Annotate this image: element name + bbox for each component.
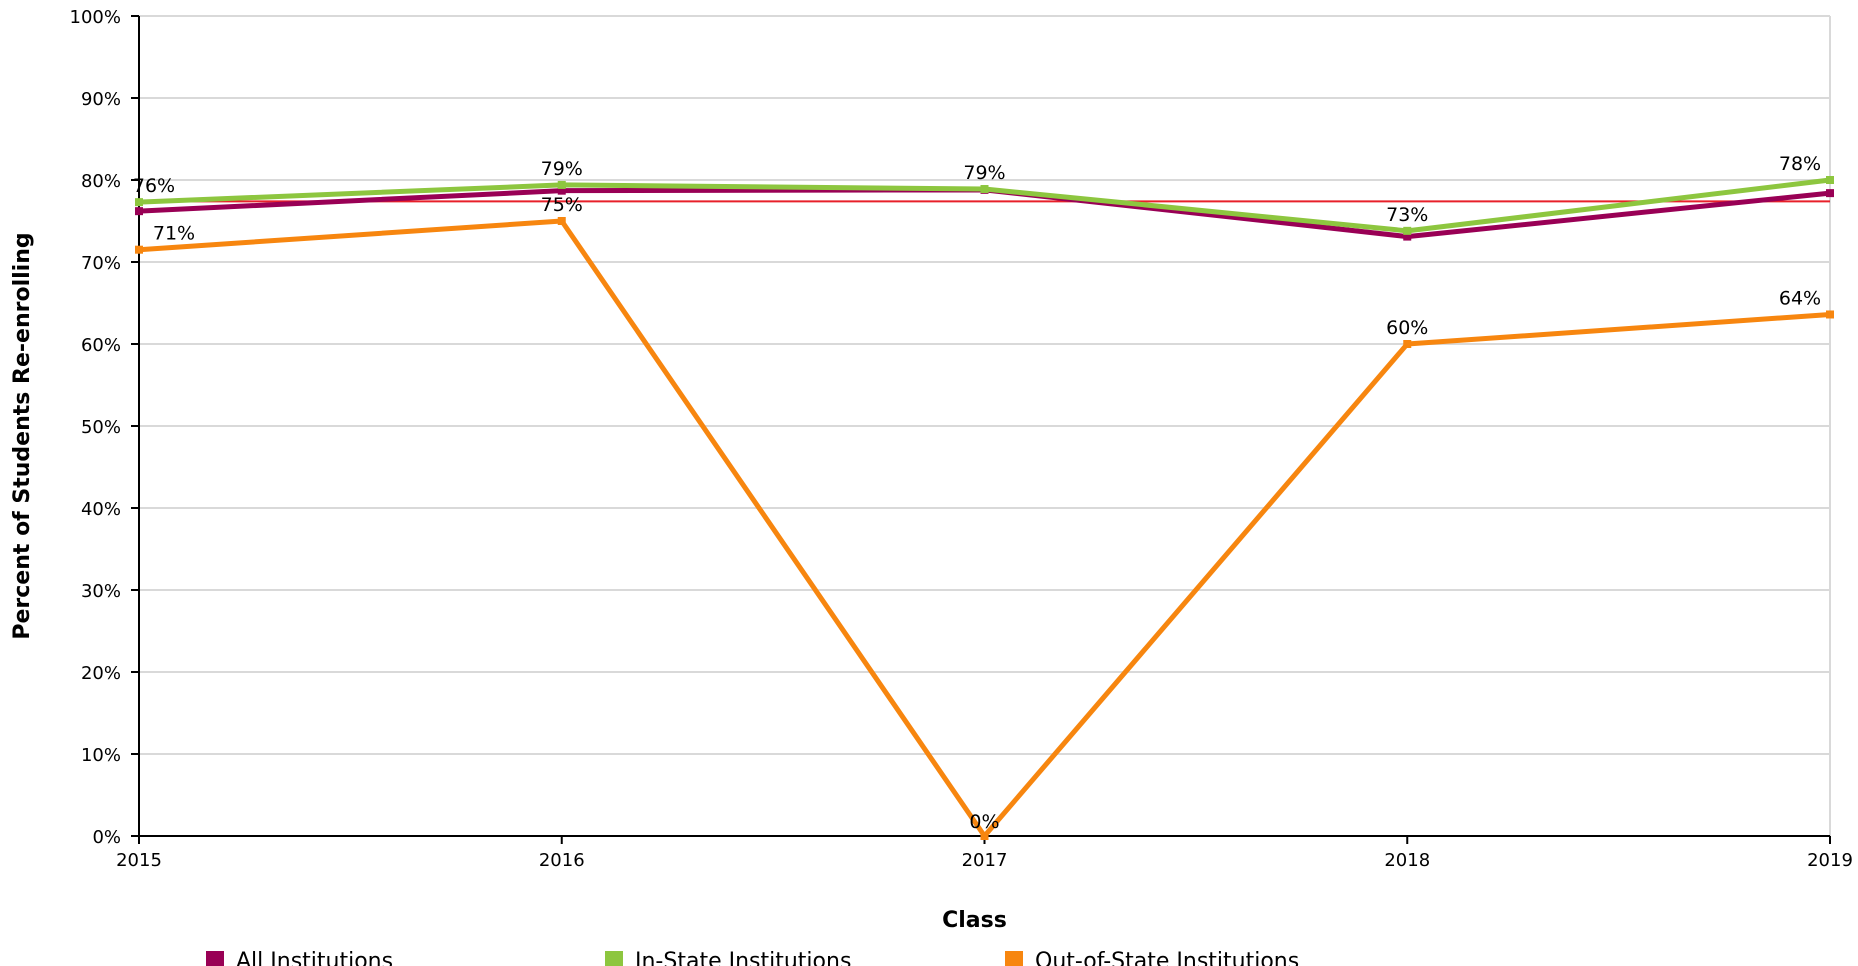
data-point-all-institutions — [1826, 189, 1834, 198]
legend-label-in-state-institutions: In-State Institutions — [635, 949, 851, 966]
data-labels: 76% 79% 79% 73% 78% 71% 75% 0% 60% 64% — [133, 153, 1821, 833]
data-label: 79% — [541, 158, 583, 180]
legend: All Institutions In-State Institutions Out… — [206, 949, 1299, 966]
data-point-in-state-institutions — [557, 180, 566, 189]
data-point-out-of-state-institutions — [1826, 310, 1834, 319]
data-label: 0% — [969, 811, 999, 833]
x-axis-ticks: 2015 2016 2017 2018 2019 — [116, 836, 1853, 871]
y-tick-label: 50% — [81, 417, 121, 438]
x-tick-label: 2017 — [962, 850, 1008, 871]
data-label: 64% — [1779, 287, 1821, 309]
x-tick-label: 2018 — [1384, 850, 1430, 871]
y-tick-label: 70% — [81, 253, 121, 274]
y-tick-label: 10% — [81, 745, 121, 766]
gridlines — [139, 15, 1831, 836]
x-tick-label: 2016 — [539, 850, 585, 871]
data-label: 79% — [963, 162, 1005, 184]
data-label: 78% — [1779, 153, 1821, 175]
data-point-in-state-institutions — [980, 185, 989, 194]
data-point-all-institutions — [557, 186, 566, 195]
legend-swatch-out-of-state-institutions — [1005, 951, 1023, 966]
y-tick-label: 0% — [92, 827, 121, 848]
y-tick-label: 80% — [81, 171, 121, 192]
data-point-in-state-institutions — [135, 198, 143, 207]
data-point-in-state-institutions — [1826, 176, 1834, 184]
x-axis-title: Class — [942, 908, 1007, 933]
series-line-all-institutions — [138, 187, 1831, 240]
x-tick-label: 2019 — [1807, 850, 1853, 871]
x-tick-label: 2015 — [116, 850, 162, 871]
data-point-in-state-institutions — [1403, 226, 1412, 235]
data-point-out-of-state-institutions — [135, 245, 143, 254]
y-axis-title: Percent of Students Re-enrolling — [10, 232, 35, 639]
y-tick-label: 20% — [81, 663, 121, 684]
series-group — [135, 176, 1834, 840]
y-tick-label: 100% — [70, 7, 121, 28]
data-point-out-of-state-institutions — [980, 832, 989, 840]
data-label: 60% — [1386, 317, 1428, 339]
y-tick-label: 30% — [81, 581, 121, 602]
data-point-all-institutions — [1403, 232, 1412, 241]
y-tick-label: 60% — [81, 335, 121, 356]
legend-swatch-all-institutions — [206, 951, 224, 966]
data-point-all-institutions — [135, 207, 143, 216]
data-label: 71% — [153, 223, 195, 245]
y-axis-ticks: 0% 10% 20% 30% 40% 50% 60% 70% 80% 90% 100% — [70, 7, 139, 848]
y-tick-label: 90% — [81, 89, 121, 110]
data-label: 76% — [133, 175, 175, 197]
data-label: 73% — [1386, 204, 1428, 226]
data-point-out-of-state-institutions — [557, 217, 566, 225]
legend-label-all-institutions: All Institutions — [236, 949, 393, 966]
legend-label-out-of-state-institutions: Out-of-State Institutions — [1035, 949, 1299, 966]
y-tick-label: 40% — [81, 499, 121, 520]
legend-swatch-in-state-institutions — [605, 951, 623, 966]
series-line-out-of-state-institutions — [138, 218, 1831, 839]
data-point-out-of-state-institutions — [1403, 340, 1412, 348]
data-label: 75% — [541, 194, 583, 216]
